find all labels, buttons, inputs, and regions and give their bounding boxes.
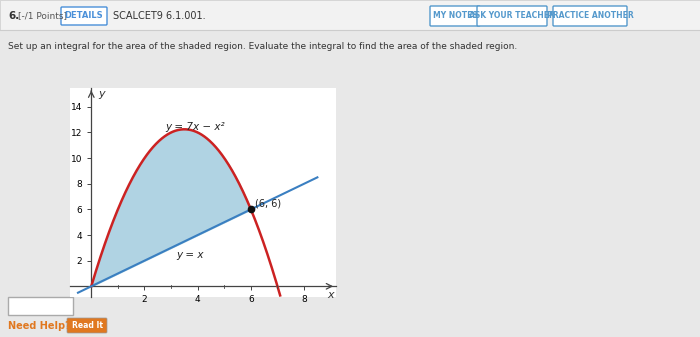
FancyBboxPatch shape xyxy=(430,6,480,26)
Text: DETAILS: DETAILS xyxy=(64,11,104,21)
FancyBboxPatch shape xyxy=(477,6,547,26)
Text: [-/1 Points]: [-/1 Points] xyxy=(18,11,67,21)
Text: 6.: 6. xyxy=(8,11,20,21)
FancyBboxPatch shape xyxy=(61,7,107,25)
Text: Read It: Read It xyxy=(71,321,102,330)
Text: y = x: y = x xyxy=(176,250,204,260)
Text: PRACTICE ANOTHER: PRACTICE ANOTHER xyxy=(547,11,634,21)
Text: (6, 6): (6, 6) xyxy=(255,198,281,208)
Text: Need Help?: Need Help? xyxy=(8,321,71,331)
Text: x: x xyxy=(328,290,334,300)
FancyBboxPatch shape xyxy=(67,318,107,333)
FancyBboxPatch shape xyxy=(8,297,73,315)
Text: Set up an integral for the area of the shaded region. Evaluate the integral to f: Set up an integral for the area of the s… xyxy=(8,42,517,51)
Text: y = 7x − x²: y = 7x − x² xyxy=(166,122,225,132)
Text: MY NOTES: MY NOTES xyxy=(433,11,477,21)
FancyBboxPatch shape xyxy=(553,6,627,26)
Bar xyxy=(0,0,700,30)
Text: ASK YOUR TEACHER: ASK YOUR TEACHER xyxy=(469,11,555,21)
Text: SCALCET9 6.1.001.: SCALCET9 6.1.001. xyxy=(113,11,206,21)
Text: y: y xyxy=(98,89,104,99)
